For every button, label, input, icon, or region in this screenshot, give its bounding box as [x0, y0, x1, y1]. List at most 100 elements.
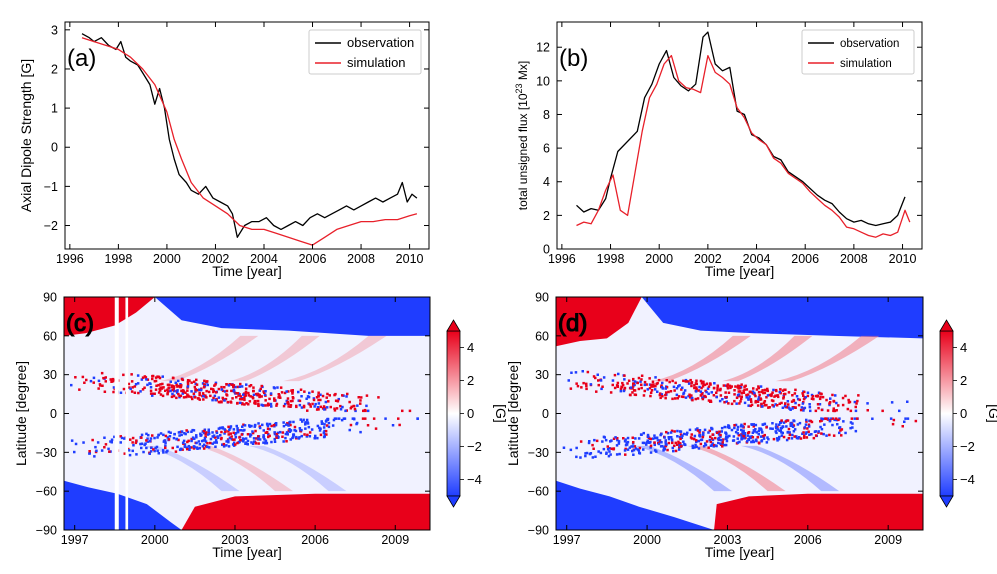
active-region-pixel	[766, 394, 770, 397]
active-region-pixel	[585, 382, 588, 386]
active-region-pixel	[660, 432, 663, 436]
active-region-pixel	[273, 397, 276, 400]
active-region-pixel	[795, 435, 798, 438]
active-region-pixel	[808, 419, 811, 423]
active-region-pixel	[675, 393, 679, 397]
active-region-pixel	[600, 387, 603, 391]
active-region-pixel	[636, 448, 640, 451]
active-region-pixel	[276, 431, 280, 435]
active-region-pixel	[108, 450, 111, 453]
active-region-pixel	[136, 374, 140, 377]
active-region-pixel	[790, 400, 794, 403]
active-region-pixel	[253, 401, 256, 405]
active-region-pixel	[327, 421, 331, 425]
active-region-pixel	[194, 382, 197, 386]
active-region-pixel	[719, 442, 722, 445]
colorbar-extend-bottom	[939, 495, 954, 508]
active-region-pixel	[820, 419, 823, 422]
active-region-pixel	[763, 400, 767, 403]
active-region-pixel	[204, 380, 208, 383]
active-region-pixel	[717, 436, 721, 440]
active-region-pixel	[206, 383, 209, 387]
active-region-pixel	[341, 394, 344, 397]
active-region-pixel	[696, 429, 700, 432]
active-region-pixel	[248, 400, 252, 403]
active-region-pixel	[186, 430, 190, 434]
active-region-pixel	[292, 433, 295, 436]
active-region-pixel	[614, 436, 617, 439]
active-region-pixel	[735, 396, 739, 399]
active-region-pixel	[684, 378, 688, 382]
active-region-pixel	[784, 420, 788, 423]
active-region-pixel	[366, 409, 370, 413]
active-region-pixel	[756, 400, 760, 403]
active-region-pixel	[122, 387, 126, 391]
active-region-pixel	[796, 423, 800, 426]
active-region-pixel	[678, 435, 682, 439]
active-region-pixel	[289, 420, 292, 424]
active-region-pixel	[807, 430, 810, 433]
active-region-pixel	[146, 383, 149, 387]
active-region-pixel	[780, 431, 783, 434]
active-region-pixel	[819, 395, 822, 399]
active-region-pixel	[247, 391, 250, 395]
active-region-pixel	[702, 433, 705, 437]
active-region-pixel	[763, 404, 767, 407]
active-region-pixel	[805, 420, 808, 423]
active-region-pixel	[159, 393, 163, 396]
active-region-pixel	[760, 428, 763, 431]
active-region-pixel	[673, 430, 676, 433]
active-region-pixel	[166, 392, 169, 395]
active-region-pixel	[629, 386, 633, 389]
active-region-pixel	[363, 408, 367, 412]
active-region-pixel	[265, 422, 269, 426]
active-region-pixel	[181, 441, 185, 444]
active-region-pixel	[630, 445, 633, 448]
active-region-pixel	[693, 434, 697, 438]
active-region-pixel	[697, 439, 700, 443]
active-region-pixel	[677, 448, 681, 451]
active-region-pixel	[646, 433, 650, 437]
active-region-pixel	[710, 391, 713, 394]
active-region-pixel	[689, 396, 692, 399]
active-region-pixel	[633, 383, 636, 387]
active-region-pixel	[747, 404, 750, 407]
active-region-pixel	[654, 449, 657, 452]
active-region-pixel	[562, 446, 566, 449]
active-region-pixel	[252, 389, 255, 393]
active-region-pixel	[697, 447, 701, 450]
active-region-pixel	[732, 435, 736, 438]
active-region-pixel	[274, 422, 278, 425]
active-region-pixel	[778, 390, 781, 394]
active-region-pixel	[262, 429, 265, 432]
active-region-pixel	[344, 409, 347, 413]
active-region-pixel	[617, 442, 621, 445]
active-region-pixel	[246, 443, 249, 446]
active-region-pixel	[756, 404, 760, 407]
y-tick-label: 60	[43, 329, 57, 343]
active-region-pixel	[145, 432, 148, 436]
active-region-pixel	[219, 434, 222, 437]
active-region-pixel	[851, 426, 854, 429]
active-region-pixel	[223, 399, 226, 402]
flux-plume	[775, 335, 880, 382]
active-region-pixel	[745, 396, 748, 399]
active-region-pixel	[726, 383, 730, 386]
active-region-pixel	[814, 430, 817, 433]
active-region-pixel	[736, 384, 740, 387]
active-region-pixel	[283, 402, 287, 406]
active-region-pixel	[664, 444, 668, 448]
active-region-pixel	[236, 392, 239, 395]
active-region-pixel	[785, 406, 789, 409]
active-region-pixel	[179, 447, 183, 451]
active-region-pixel	[584, 454, 587, 458]
x-tick-label: 2004	[250, 252, 278, 266]
active-region-pixel	[227, 445, 231, 448]
active-region-pixel	[792, 430, 796, 433]
active-region-pixel	[216, 435, 219, 438]
active-region-pixel	[140, 446, 143, 450]
active-region-pixel	[212, 396, 215, 400]
active-region-pixel	[742, 391, 746, 394]
active-region-pixel	[342, 394, 345, 397]
active-region-pixel	[713, 443, 716, 447]
